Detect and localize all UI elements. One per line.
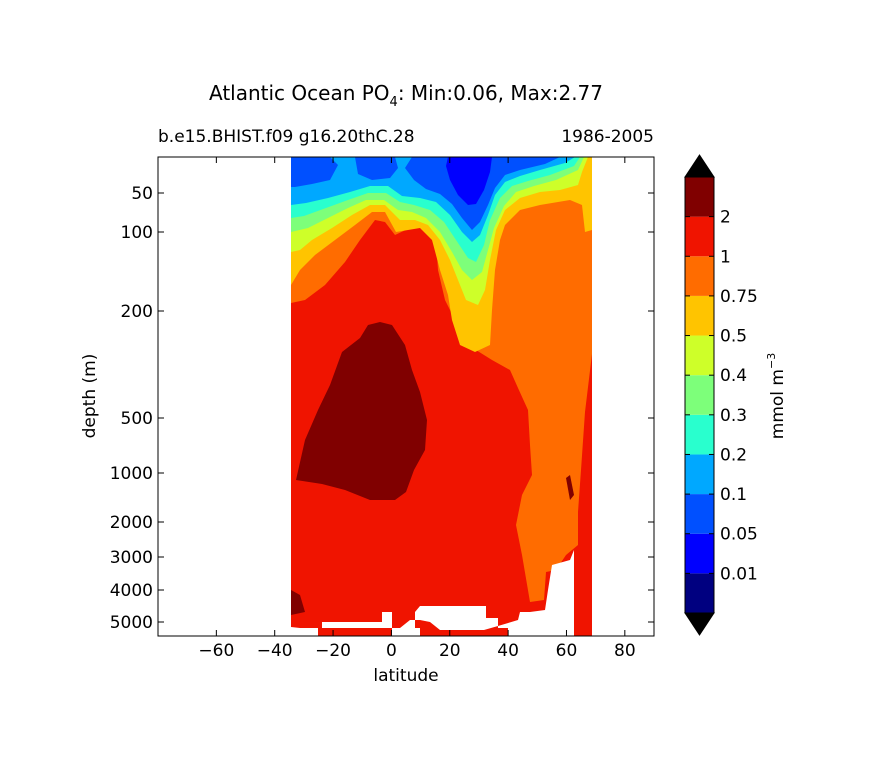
- colorbar: 0.01 0.05 0.1 0.2 0.3 0.4 0.5 0.75 1 2: [684, 154, 758, 636]
- colorbar-segment: [685, 533, 714, 574]
- colorbar-segment: [685, 216, 714, 257]
- subtitle-left: b.e15.BHIST.f09 g16.20thC.28: [158, 127, 415, 147]
- x-tick-label: 80: [614, 641, 636, 661]
- contour-band-0.1-0.2: [291, 157, 575, 242]
- colorbar-tick-label: 0.5: [720, 327, 747, 347]
- axes-frame: [157, 156, 655, 637]
- contour-fields: [291, 157, 654, 636]
- y-tick-label: 4000: [110, 581, 153, 601]
- colorbar-frame: [684, 176, 715, 614]
- contour-band-0.05-0.1-south: [291, 157, 338, 187]
- x-axis: −60 −40 −20 0 20 40 60 80: [198, 157, 636, 661]
- colorbar-tick-label: 0.05: [720, 525, 758, 545]
- contour-band-above-2-bottom: [291, 590, 305, 615]
- x-tick-label: 40: [497, 641, 519, 661]
- x-tick-label: −60: [198, 641, 234, 661]
- colorbar-tick-label: 0.2: [720, 445, 747, 465]
- contour-band-0.05-0.1-mid: [355, 157, 398, 180]
- colorbar-segment: [685, 295, 714, 336]
- y-axis-label: depth (m): [80, 354, 100, 439]
- chart-title: Atlantic Ocean PO4: Min:0.06, Max:2.77: [209, 81, 603, 110]
- x-tick-label: 20: [439, 641, 461, 661]
- y-tick-label: 1000: [110, 464, 153, 484]
- colorbar-segment: [685, 375, 714, 415]
- colorbar-segment: [685, 256, 714, 296]
- colorbar-tick-label: 0.1: [720, 485, 747, 505]
- y-tick-label: 50: [131, 184, 153, 204]
- colorbar-extend-min: [684, 612, 715, 636]
- y-tick-label: 3000: [110, 548, 153, 568]
- colorbar-label: mmol m−3: [765, 353, 788, 439]
- colorbar-tick-label: 0.01: [720, 564, 758, 584]
- y-tick-label: 2000: [110, 513, 153, 533]
- y-tick-label: 100: [121, 223, 153, 243]
- colorbar-segment: [685, 177, 714, 217]
- y-tick-label: 500: [121, 409, 153, 429]
- subtitle-right: 1986-2005: [561, 127, 654, 147]
- contour-band-above-2-north: [566, 475, 574, 500]
- colorbar-tick-label: 1: [720, 247, 731, 267]
- colorbar-tick-label: 0.4: [720, 366, 747, 386]
- contour-band-0.05-0.1-north: [405, 157, 560, 230]
- colorbar-segment: [685, 494, 714, 534]
- colorbar-segment: [685, 573, 714, 613]
- colorbar-tick-label: 2: [720, 208, 731, 228]
- seafloor-mask: [291, 157, 654, 636]
- y-tick-label: 200: [121, 302, 153, 322]
- colorbar-tick-label: 0.75: [720, 287, 758, 307]
- colorbar-segment: [685, 454, 714, 495]
- contour-band-above-2: [296, 322, 427, 500]
- contour-band-0.01-0.05: [446, 157, 492, 205]
- colorbar-tick-label: 0.3: [720, 406, 747, 426]
- x-tick-label: −20: [315, 641, 351, 661]
- colorbar-segment: [685, 414, 714, 455]
- x-tick-label: −40: [257, 641, 293, 661]
- x-tick-label: 60: [556, 641, 578, 661]
- plot-area: [157, 156, 655, 637]
- colorbar-segment: [685, 335, 714, 376]
- contour-band-0.75-1: [291, 157, 592, 602]
- y-axis: 50 100 200 500 1000 2000 3000 4000 5000: [110, 184, 654, 633]
- colorbar-extend-max: [684, 154, 715, 178]
- x-axis-label: latitude: [373, 666, 438, 686]
- x-tick-label: 0: [386, 641, 397, 661]
- y-tick-label: 5000: [110, 613, 153, 633]
